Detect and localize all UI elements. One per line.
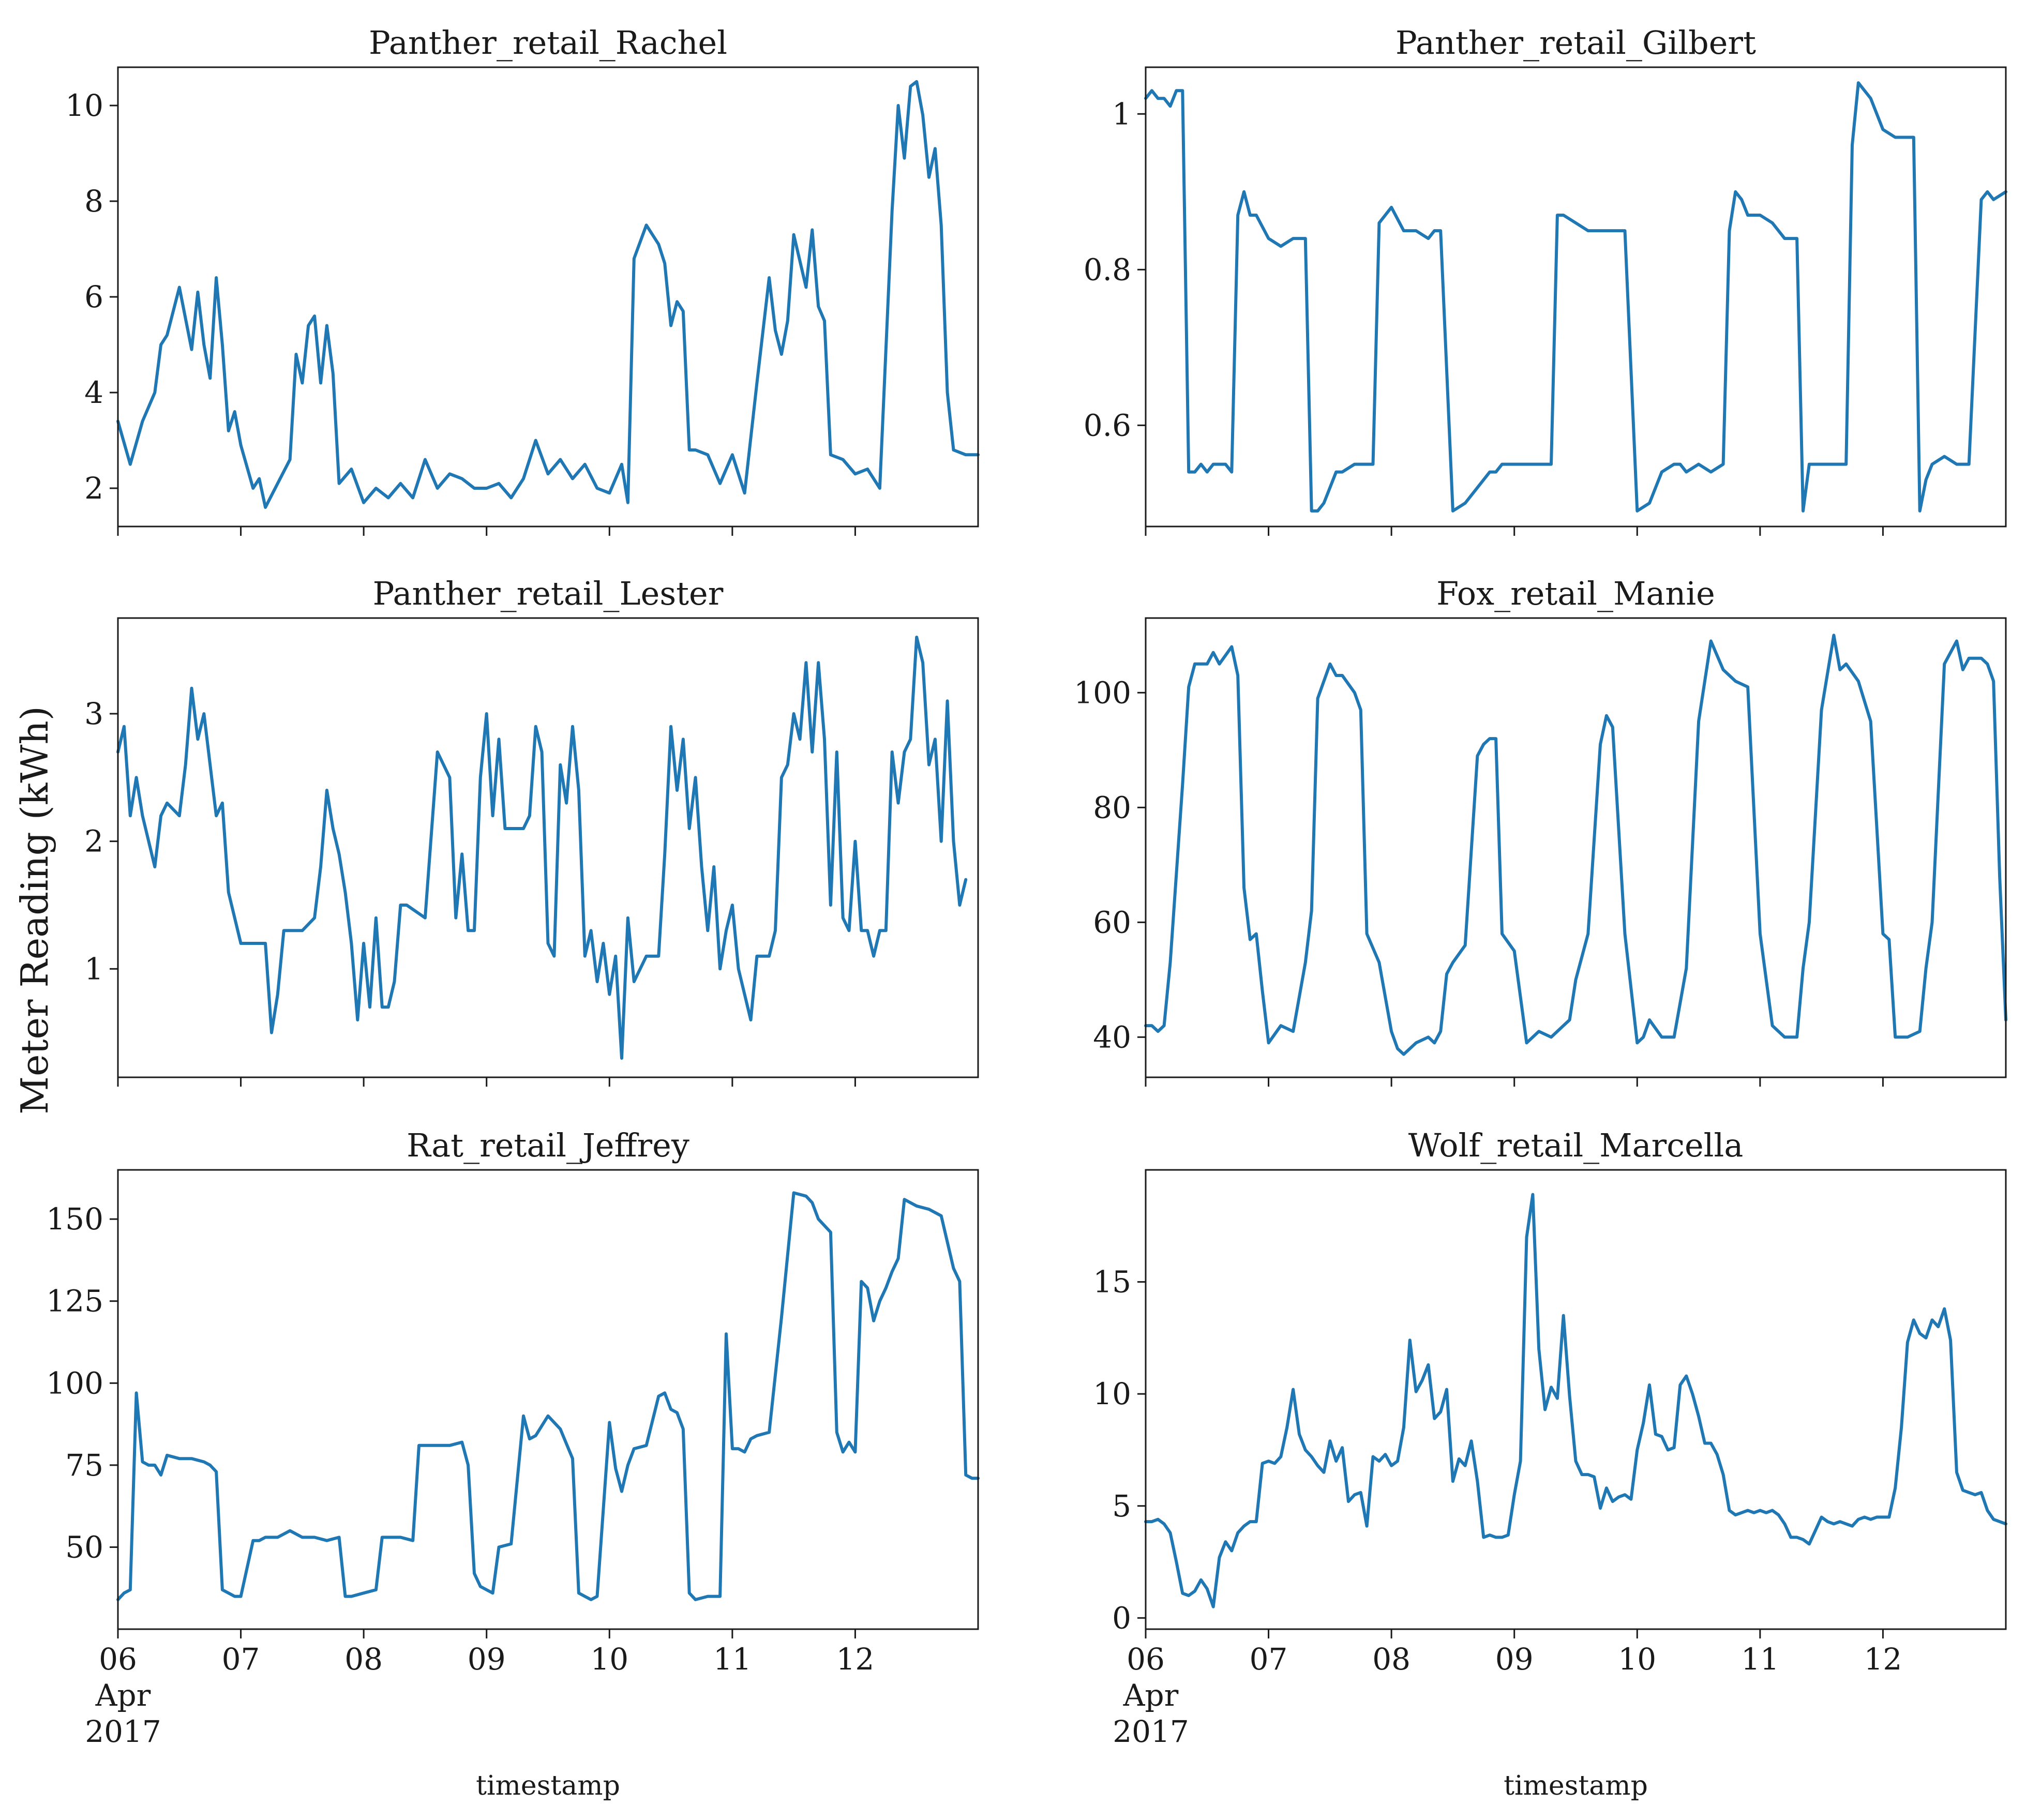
subplot-title: Wolf_retail_Marcella [1408,1126,1744,1164]
y-tick-label: 100 [46,1365,103,1401]
x-year-label: 2017 [85,1714,161,1749]
y-tick-label: 1 [1112,96,1131,131]
subplot-rachel: Panther_retail_Rachel 2 4 6 8 10 [65,24,980,536]
x-tick-label: 12 [1864,1642,1902,1677]
series-line [116,636,968,1060]
subplot-title: Rat_retail_Jeffrey [407,1126,689,1164]
plot-frame [117,617,979,1078]
y-tick-label: 80 [1093,790,1131,825]
y-tick-label: 40 [1093,1019,1131,1055]
x-tick-label: 06 [1127,1642,1165,1677]
plot-frame [1145,1169,2007,1630]
y-tick-label: 125 [46,1284,103,1319]
x-tick-label: 12 [836,1642,875,1677]
series-line [1144,634,2007,1056]
x-tick-label: 09 [468,1642,506,1677]
y-tick-label: 100 [1074,675,1131,710]
x-tick-label: 09 [1495,1642,1534,1677]
subplot-title: Panther_retail_Gilbert [1395,24,1756,62]
x-tick-label: 10 [590,1642,628,1677]
y-tick-label: 4 [84,375,103,410]
series-line [1144,1193,2007,1608]
subplot-title: Fox_retail_Manie [1436,575,1715,612]
y-tick-label: 10 [1093,1376,1131,1411]
y-tick-label: 8 [84,184,103,219]
y-tick-label: 6 [84,279,103,314]
subplot-gilbert: Panther_retail_Gilbert 0.6 0.8 1 [1084,24,2007,536]
x-tick-label: 11 [1741,1642,1779,1677]
x-month-label: Apr [95,1678,151,1713]
y-tick-label: 3 [84,696,103,731]
x-month-label: Apr [1123,1678,1179,1713]
subplot-manie: Fox_retail_Manie 40 60 80 100 [1074,575,2007,1087]
y-tick-label: 75 [65,1448,103,1483]
x-tick-label: 07 [222,1642,260,1677]
subplot-title: Panther_retail_Lester [373,575,724,612]
x-tick-label: 11 [713,1642,752,1677]
y-tick-label: 2 [84,824,103,859]
y-tick-label: 0 [1112,1600,1131,1635]
y-tick-label: 1 [84,951,103,986]
x-tick-label: 07 [1250,1642,1288,1677]
y-tick-label: 15 [1093,1265,1131,1300]
series-line [116,1191,980,1601]
plot-frame [1145,617,2007,1078]
x-tick-label: 10 [1618,1642,1656,1677]
subplot-title: Panther_retail_Rachel [369,24,727,62]
series-line [116,80,980,509]
subplot-marcella: Wolf_retail_Marcella 0 5 10 15 06 07 08 09 10 11 12… [1093,1126,2007,1801]
y-tick-label: 50 [65,1529,103,1565]
y-tick-label: 150 [46,1201,103,1237]
y-tick-label: 5 [1112,1488,1131,1524]
subplot-lester: Panther_retail_Lester 1 2 3 [84,575,979,1087]
x-axis-label: timestamp [476,1770,620,1801]
y-tick-label: 10 [65,88,103,123]
y-tick-label: 2 [84,471,103,506]
x-axis-label: timestamp [1504,1770,1648,1801]
series-line [1144,81,2007,513]
subplots-container: Panther_retail_Rachel246810Panther_retai… [46,24,2007,1801]
x-tick-label: 06 [99,1642,137,1677]
x-tick-label: 08 [344,1642,383,1677]
x-tick-label: 08 [1372,1642,1410,1677]
plot-frame [1145,66,2007,528]
figure-y-axis-label: Meter Reading (kWh) [13,706,56,1115]
y-tick-label: 60 [1093,905,1131,940]
y-tick-label: 0.8 [1084,252,1131,287]
y-tick-label: 0.6 [1084,408,1131,443]
x-year-label: 2017 [1113,1714,1189,1749]
plot-frame [117,1169,979,1630]
subplot-jeffrey: Rat_retail_Jeffrey 50 75 100 125 150 06 07 08 09 1… [46,1126,980,1801]
